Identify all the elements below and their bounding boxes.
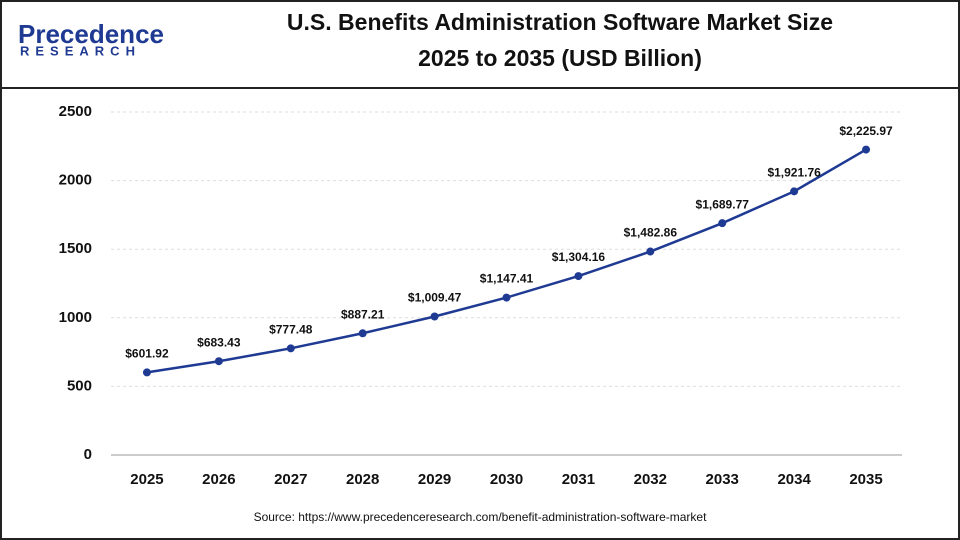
y-tick-label: 1000 (59, 309, 92, 326)
data-point (646, 247, 655, 256)
x-tick-label: 2031 (562, 471, 595, 488)
value-label: $887.21 (341, 307, 385, 321)
chart-subtitle: 2025 to 2035 (USD Billion) (418, 45, 702, 71)
x-tick-label: 2033 (706, 471, 739, 488)
value-label: $1,009.47 (408, 291, 462, 305)
value-label: $601.92 (125, 347, 169, 361)
data-point (214, 357, 223, 366)
value-label: $777.48 (269, 323, 313, 337)
logo-tagline: RESEARCH (20, 43, 141, 58)
logo-name: Precedence (18, 19, 164, 49)
value-label: $1,689.77 (696, 197, 750, 211)
value-label: $2,225.97 (839, 124, 893, 138)
value-label: $1,921.76 (767, 166, 821, 180)
x-tick-label: 2028 (346, 471, 379, 488)
value-label: $1,482.86 (624, 226, 678, 240)
x-tick-label: 2030 (490, 471, 523, 488)
chart-title: U.S. Benefits Administration Software Ma… (287, 9, 833, 35)
x-tick-label: 2025 (130, 471, 163, 488)
data-point (718, 219, 727, 228)
data-point (502, 293, 511, 302)
data-point (142, 368, 151, 377)
x-tick-label: 2029 (418, 471, 451, 488)
value-label: $683.43 (197, 335, 241, 349)
data-point (358, 329, 367, 338)
value-label: $1,304.16 (552, 250, 606, 264)
value-label: $1,147.41 (480, 272, 534, 286)
y-tick-label: 0 (84, 446, 92, 463)
x-tick-label: 2026 (202, 471, 235, 488)
source: Source: https://www.precedenceresearch.c… (254, 510, 708, 524)
x-tick-label: 2035 (849, 471, 882, 488)
data-point (862, 145, 871, 154)
y-tick-label: 500 (67, 377, 92, 394)
x-tick-label: 2032 (634, 471, 667, 488)
x-tick-label: 2027 (274, 471, 307, 488)
data-point (286, 344, 295, 353)
data-point (790, 187, 799, 196)
data-point (574, 272, 583, 281)
x-tick-label: 2034 (777, 471, 811, 488)
y-tick-label: 2500 (59, 103, 92, 120)
y-tick-label: 1500 (59, 240, 92, 257)
y-tick-label: 2000 (59, 172, 92, 189)
data-point (430, 312, 439, 321)
